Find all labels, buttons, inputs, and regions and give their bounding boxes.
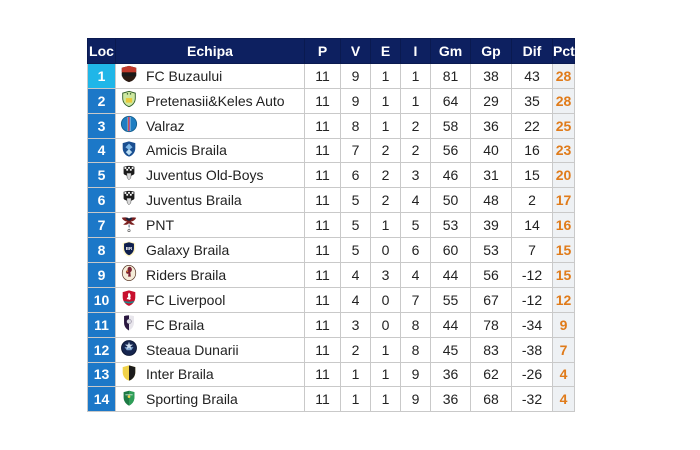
svg-text:BR: BR <box>126 245 133 250</box>
